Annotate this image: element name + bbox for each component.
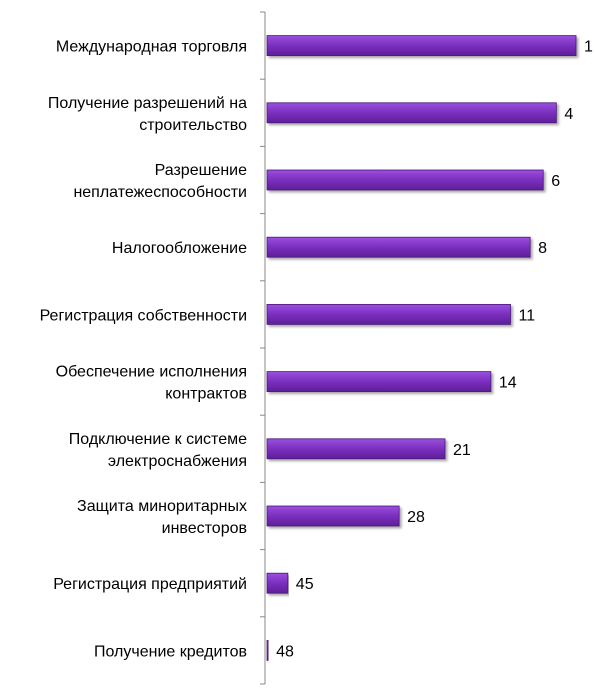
bar (266, 371, 492, 393)
category-label: Получение кредитов (94, 643, 247, 660)
data-label: 45 (296, 576, 314, 593)
bar (266, 505, 400, 527)
bar (266, 438, 446, 460)
bar (266, 303, 511, 325)
data-label: 14 (499, 375, 517, 392)
bar (266, 572, 289, 594)
data-label: 48 (276, 643, 294, 660)
category-label: инвесторов (162, 520, 247, 537)
data-label: 8 (538, 240, 547, 257)
bar (266, 102, 557, 124)
category-label: электроснабжения (108, 453, 247, 470)
bar (266, 640, 269, 661)
data-label: 11 (519, 307, 536, 324)
category-label: Защита миноритарных (77, 498, 247, 515)
category-label: Подключение к системе (69, 431, 247, 448)
category-label: неплатежеспособности (73, 184, 247, 201)
category-label: Регистрация предприятий (53, 576, 247, 593)
data-label: 4 (564, 106, 573, 123)
bar (266, 236, 531, 258)
data-label: 21 (453, 442, 471, 459)
data-label: 28 (407, 509, 425, 526)
category-label: Регистрация собственности (40, 307, 247, 324)
category-label: Разрешение (155, 162, 248, 179)
category-label: Получение разрешений на (48, 95, 247, 112)
category-label: контрактов (165, 386, 247, 403)
bar (266, 169, 544, 191)
category-label: строительство (139, 117, 247, 134)
data-label: 6 (551, 173, 560, 190)
data-label: 1 (584, 39, 593, 56)
category-label: Международная торговля (56, 39, 247, 56)
bar (266, 35, 577, 56)
category-label: Налогообложение (112, 240, 247, 257)
category-label: Обеспечение исполнения (56, 364, 247, 381)
